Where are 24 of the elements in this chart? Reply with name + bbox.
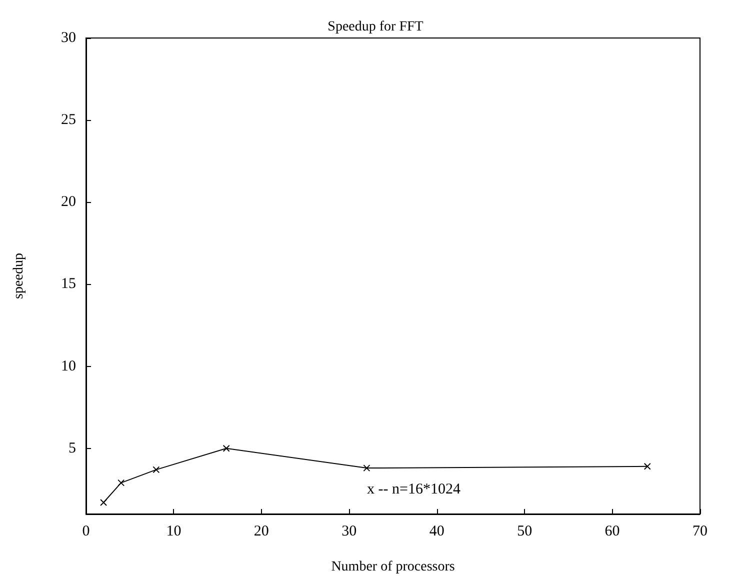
- x-tick-label: 30: [342, 524, 357, 540]
- x-tick-label: 20: [254, 524, 269, 540]
- y-tick-label: 15: [61, 276, 76, 292]
- y-tick-label: 25: [61, 112, 76, 128]
- x-tick-label: 10: [166, 524, 182, 540]
- point: [363, 464, 370, 472]
- x-tick-label: 70: [692, 524, 708, 540]
- x-tick-label: 60: [604, 524, 620, 540]
- point: [152, 466, 160, 474]
- point: [118, 479, 125, 486]
- x-tick-label: 40: [429, 524, 444, 540]
- x-tick-label: 50: [517, 524, 532, 540]
- point: [644, 462, 651, 470]
- y-axis-title: speedup: [12, 253, 26, 299]
- point: [100, 499, 108, 506]
- chart-title: Speedup for FFT: [328, 20, 424, 34]
- y-tick-label: 20: [61, 194, 76, 210]
- x-tick-label: 0: [82, 524, 90, 540]
- y-tick-label: 5: [68, 440, 76, 456]
- y-tick-label: 10: [61, 358, 76, 374]
- annotation: x -- n=16*1024: [367, 482, 461, 498]
- y-tick-label: 30: [61, 30, 76, 46]
- x-axis-title: Number of processors: [331, 560, 455, 574]
- point: [222, 444, 230, 452]
